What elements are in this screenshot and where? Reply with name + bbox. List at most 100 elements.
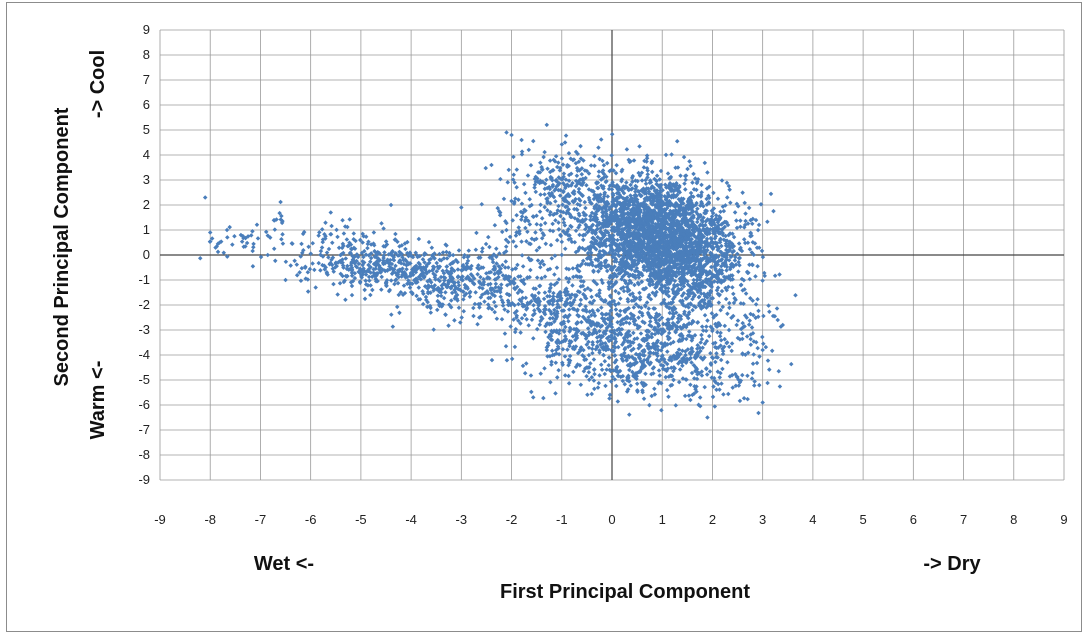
data-point — [602, 371, 608, 377]
data-point — [618, 296, 623, 301]
data-point — [646, 306, 652, 311]
data-point — [550, 302, 556, 307]
data-point — [743, 291, 749, 296]
data-point — [666, 394, 671, 399]
data-point — [531, 138, 536, 144]
data-point — [498, 176, 503, 182]
data-point — [379, 287, 384, 292]
data-point — [416, 236, 422, 242]
data-point — [527, 196, 532, 202]
data-point — [542, 192, 547, 197]
data-point — [726, 327, 732, 333]
data-point — [685, 166, 690, 172]
data-point — [691, 277, 696, 283]
data-point — [506, 167, 512, 173]
data-point — [519, 315, 525, 321]
data-point — [628, 383, 634, 388]
data-point — [559, 156, 565, 161]
data-point — [711, 384, 716, 389]
data-point — [556, 368, 561, 373]
data-point — [538, 192, 543, 197]
data-point — [504, 358, 510, 363]
data-point — [526, 147, 532, 153]
data-point — [597, 288, 602, 293]
data-point — [716, 300, 722, 305]
data-point — [589, 294, 594, 300]
data-point — [461, 297, 466, 302]
data-point — [416, 285, 422, 290]
data-point — [544, 347, 550, 353]
data-point — [508, 324, 513, 329]
data-point — [609, 132, 615, 137]
data-point — [549, 348, 555, 354]
data-point — [641, 165, 647, 170]
data-point — [688, 382, 693, 387]
data-point — [426, 239, 432, 245]
data-point — [637, 290, 642, 296]
data-point — [699, 324, 705, 329]
data-point — [489, 357, 495, 363]
data-point — [612, 353, 618, 358]
data-point — [707, 369, 713, 374]
data-point — [771, 208, 776, 214]
data-point — [584, 373, 589, 379]
data-point — [719, 178, 725, 183]
data-point — [521, 181, 527, 187]
data-point — [585, 392, 590, 398]
data-point — [283, 259, 289, 265]
data-point — [614, 383, 619, 389]
data-point — [550, 221, 555, 227]
data-point — [578, 382, 584, 387]
data-point — [349, 292, 355, 298]
data-point — [491, 299, 497, 305]
data-point — [520, 264, 526, 269]
data-point — [730, 285, 735, 290]
data-point — [516, 301, 521, 307]
data-point — [570, 283, 575, 288]
data-point — [760, 278, 765, 283]
data-point — [589, 391, 595, 397]
data-point — [595, 385, 601, 390]
data-point — [722, 323, 728, 329]
data-point — [656, 368, 662, 373]
data-point — [572, 239, 578, 245]
data-point — [580, 237, 586, 243]
data-point — [448, 298, 454, 303]
data-point — [697, 395, 703, 400]
data-point — [652, 386, 657, 391]
data-point — [542, 220, 548, 226]
data-point — [526, 323, 531, 328]
data-point — [683, 187, 688, 192]
data-point — [592, 371, 597, 377]
data-point — [571, 369, 576, 375]
data-point — [721, 208, 727, 214]
data-point — [705, 318, 710, 323]
data-point — [549, 359, 554, 365]
data-point — [473, 290, 478, 295]
data-point — [509, 356, 515, 362]
data-point — [738, 218, 743, 223]
data-point — [664, 387, 670, 393]
data-point — [541, 296, 547, 302]
data-point — [720, 351, 726, 357]
data-point — [601, 353, 606, 358]
data-point — [393, 231, 398, 237]
data-point — [750, 370, 755, 376]
data-point — [657, 373, 662, 378]
data-point — [548, 379, 553, 385]
data-point — [595, 185, 600, 191]
data-point — [547, 316, 553, 321]
data-point — [368, 292, 373, 298]
data-point — [390, 324, 396, 329]
data-point — [721, 392, 726, 397]
data-point — [326, 246, 332, 252]
data-point — [765, 219, 770, 224]
data-point — [443, 290, 448, 295]
data-point — [718, 330, 723, 336]
data-point — [522, 370, 528, 376]
data-point — [729, 341, 735, 346]
data-point — [560, 347, 566, 352]
data-point — [531, 336, 536, 341]
data-point — [434, 307, 440, 313]
data-point — [702, 160, 708, 166]
